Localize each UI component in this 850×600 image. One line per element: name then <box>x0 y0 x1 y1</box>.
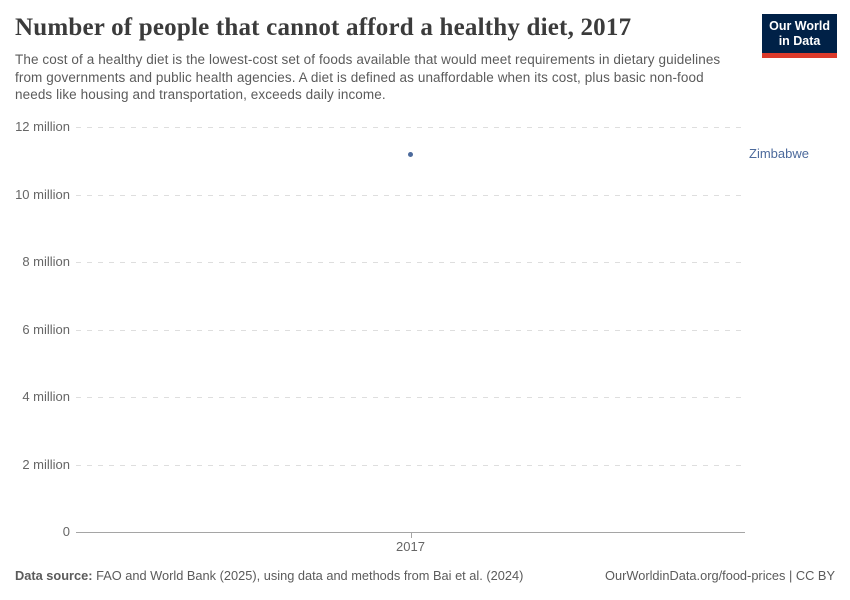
y-tick-label: 8 million <box>22 254 70 269</box>
y-gridline <box>76 329 745 331</box>
y-tick-label: 0 <box>62 524 70 539</box>
owid-logo-line2: in Data <box>778 34 821 48</box>
y-gridline <box>76 464 745 466</box>
x-tick <box>410 533 412 538</box>
chart-subtitle: The cost of a healthy diet is the lowest… <box>15 52 721 103</box>
y-tick-label: 4 million <box>22 389 70 404</box>
y-gridline <box>76 127 745 128</box>
data-source-text: FAO and World Bank (2025), using data an… <box>92 568 524 583</box>
data-point-zimbabwe[interactable] <box>408 151 413 157</box>
chart-footer: Data source: FAO and World Bank (2025), … <box>15 568 835 584</box>
y-tick-label: 10 million <box>15 186 70 202</box>
y-gridline <box>76 194 745 196</box>
entity-label-zimbabwe[interactable]: Zimbabwe <box>749 146 809 161</box>
page-title: Number of people that cannot afford a he… <box>15 14 632 41</box>
owid-logo[interactable]: Our World in Data <box>762 14 837 58</box>
y-gridline <box>76 262 745 263</box>
y-tick-label: 6 million <box>22 321 70 337</box>
data-source-label: Data source: <box>15 568 93 583</box>
owid-logo-text: Our World in Data <box>762 14 837 53</box>
y-tick-label: 12 million <box>15 119 70 134</box>
x-tick-label: 2017 <box>396 539 425 554</box>
owid-logo-red-bar <box>762 53 837 58</box>
y-gridline <box>76 397 745 398</box>
citation-link[interactable]: OurWorldinData.org/food-prices | CC BY <box>605 568 835 583</box>
x-axis-line <box>76 532 745 533</box>
owid-logo-line1: Our World <box>769 19 830 33</box>
y-tick-label: 2 million <box>22 456 70 472</box>
data-source-note: Data source: FAO and World Bank (2025), … <box>15 568 523 584</box>
